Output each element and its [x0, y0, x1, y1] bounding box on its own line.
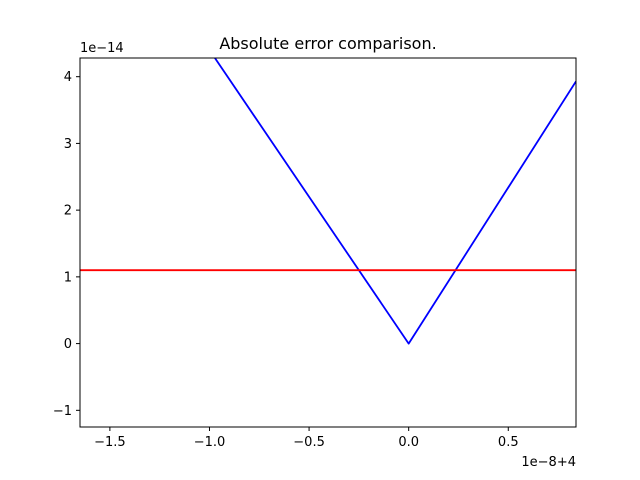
- plot-series-area: [80, 58, 576, 345]
- y-tick-label: 4: [64, 70, 72, 85]
- y-tick-label: 2: [64, 204, 72, 219]
- chart-title: Absolute error comparison.: [219, 34, 436, 53]
- x-tick-label: 0.0: [398, 435, 419, 450]
- y-tick-label: 1: [64, 270, 72, 285]
- y-tick-label: 0: [64, 337, 72, 352]
- x-tick-label: 0.5: [498, 435, 519, 450]
- x-tick-label: −1.5: [94, 435, 126, 450]
- series-line-0: [213, 58, 576, 345]
- x-tick-label: −1.0: [194, 435, 226, 450]
- x-axis-offset-label: 1e−8+4: [521, 455, 576, 470]
- x-tick-label: −0.5: [293, 435, 325, 450]
- plot-frame: [79, 57, 577, 428]
- y-tick-label: −1: [53, 404, 72, 419]
- y-axis-offset-label: 1e−14: [80, 41, 124, 56]
- axes: −1.5 −1.0 −0.5 0.0 0.5 −1 0 1 2 3 4: [53, 57, 577, 450]
- y-tick-label: 3: [64, 137, 72, 152]
